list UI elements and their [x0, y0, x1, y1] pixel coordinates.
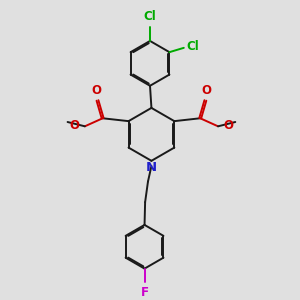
Text: O: O [223, 119, 233, 132]
Text: Cl: Cl [144, 10, 156, 23]
Text: Cl: Cl [187, 40, 200, 53]
Text: N: N [146, 161, 157, 174]
Text: O: O [70, 119, 80, 132]
Text: O: O [91, 84, 101, 97]
Text: F: F [140, 286, 148, 299]
Text: O: O [202, 84, 212, 97]
